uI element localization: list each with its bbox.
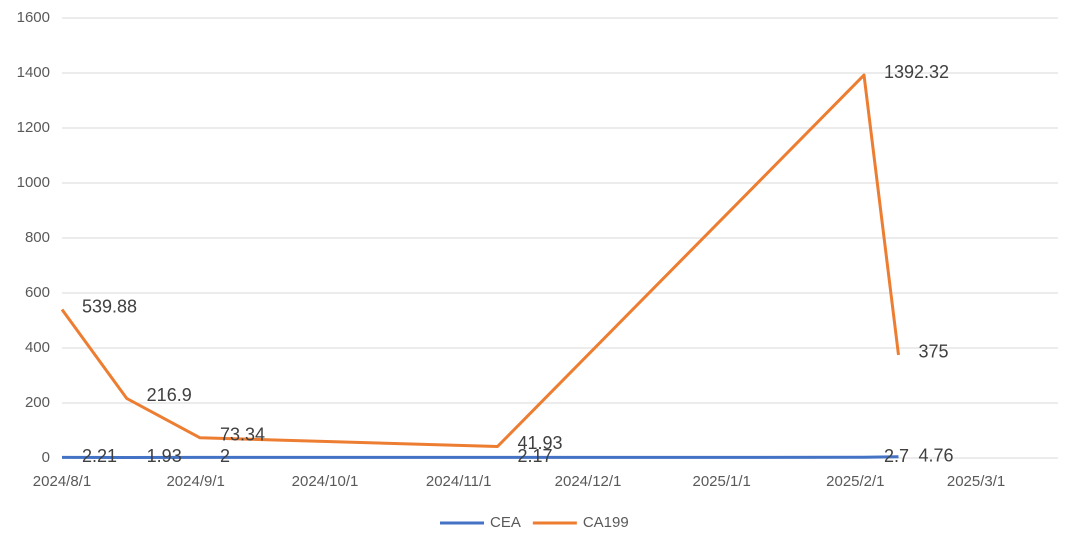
x-tick-label: 2024/12/1 <box>555 473 622 490</box>
y-tick-label: 1200 <box>17 119 50 136</box>
data-label: 539.88 <box>82 296 137 316</box>
x-tick-label: 2025/1/1 <box>692 473 750 490</box>
series-line <box>61 455 899 459</box>
x-tick-label: 2024/9/1 <box>166 473 224 490</box>
data-label: 41.93 <box>517 433 562 453</box>
legend-label: CA199 <box>583 514 629 531</box>
data-label: 216.9 <box>147 385 192 405</box>
data-label: 73.34 <box>220 425 265 445</box>
data-label: 2 <box>220 446 230 466</box>
y-tick-label: 0 <box>42 449 50 466</box>
y-tick-label: 400 <box>25 339 50 356</box>
data-label: 1.93 <box>147 446 182 466</box>
data-label: 2.21 <box>82 446 117 466</box>
data-label: 375 <box>918 342 948 362</box>
data-label: 2.7 <box>884 446 909 466</box>
data-label: 1392.32 <box>884 62 949 82</box>
legend-label: CEA <box>490 514 521 531</box>
data-label: 2.17 <box>517 446 552 466</box>
y-tick-label: 800 <box>25 229 50 246</box>
x-tick-label: 2024/11/1 <box>426 473 492 490</box>
series-line <box>60 73 900 448</box>
x-tick-label: 2025/2/1 <box>826 473 884 490</box>
x-tick-label: 2025/3/1 <box>947 473 1005 490</box>
y-tick-label: 200 <box>25 394 50 411</box>
y-tick-label: 600 <box>25 284 50 301</box>
data-label: 4.76 <box>918 445 953 465</box>
y-tick-label: 1600 <box>17 9 50 26</box>
x-tick-label: 2024/10/1 <box>292 473 359 490</box>
y-tick-label: 1000 <box>17 174 50 191</box>
x-tick-label: 2024/8/1 <box>33 473 91 490</box>
y-tick-label: 1400 <box>17 64 50 81</box>
